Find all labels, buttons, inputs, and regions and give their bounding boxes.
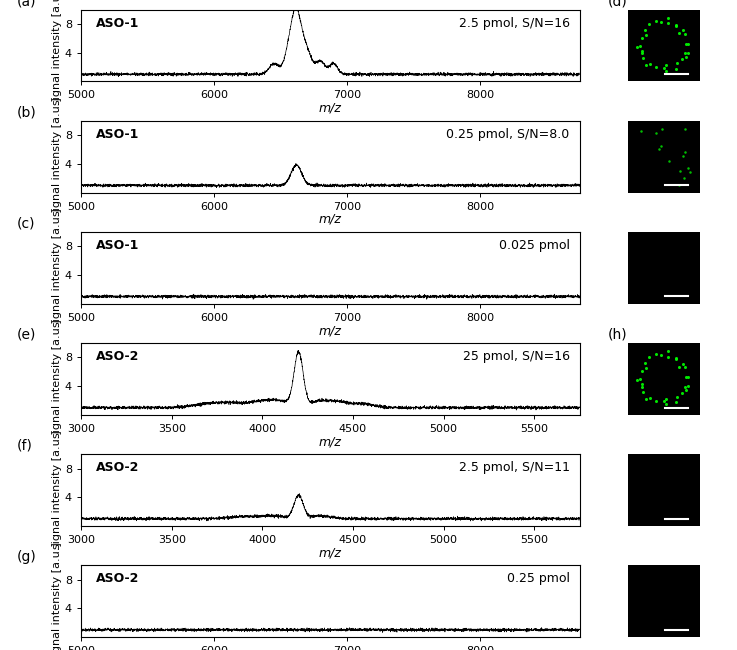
Text: 2.5 pmol, S/N=11: 2.5 pmol, S/N=11	[458, 462, 570, 474]
Y-axis label: signal intensity [a.u.]: signal intensity [a.u.]	[52, 431, 62, 549]
X-axis label: m/z: m/z	[319, 436, 342, 448]
Text: ASO-1: ASO-1	[96, 239, 139, 252]
Text: (d): (d)	[608, 0, 628, 8]
Text: 2.5 pmol, S/N=16: 2.5 pmol, S/N=16	[458, 17, 570, 30]
Text: ASO-2: ASO-2	[96, 573, 139, 586]
Y-axis label: signal intensity [a.u.]: signal intensity [a.u.]	[52, 542, 62, 650]
X-axis label: m/z: m/z	[319, 102, 342, 115]
X-axis label: m/z: m/z	[319, 546, 342, 559]
Text: (b): (b)	[16, 105, 36, 120]
Text: (a): (a)	[16, 0, 36, 8]
Text: (c): (c)	[16, 216, 35, 231]
Text: (f): (f)	[16, 439, 32, 453]
Text: ASO-2: ASO-2	[96, 462, 139, 474]
Text: ASO-1: ASO-1	[96, 128, 139, 141]
Y-axis label: signal intensity [a.u.]: signal intensity [a.u.]	[52, 320, 62, 438]
Text: (e): (e)	[16, 328, 35, 342]
Text: 0.025 pmol: 0.025 pmol	[499, 239, 570, 252]
Y-axis label: signal intensity [a.u.]: signal intensity [a.u.]	[52, 209, 62, 327]
Text: ASO-1: ASO-1	[96, 17, 139, 30]
Text: (g): (g)	[16, 550, 36, 564]
Text: 25 pmol, S/N=16: 25 pmol, S/N=16	[463, 350, 570, 363]
Y-axis label: signal intensity [a.u.]: signal intensity [a.u.]	[52, 0, 62, 105]
X-axis label: m/z: m/z	[319, 213, 342, 226]
X-axis label: m/z: m/z	[319, 324, 342, 337]
Text: (h): (h)	[608, 328, 628, 342]
Y-axis label: signal intensity [a.u.]: signal intensity [a.u.]	[52, 98, 62, 216]
Text: ASO-2: ASO-2	[96, 350, 139, 363]
Text: 0.25 pmol: 0.25 pmol	[506, 573, 570, 586]
Text: 0.25 pmol, S/N=8.0: 0.25 pmol, S/N=8.0	[447, 128, 570, 141]
